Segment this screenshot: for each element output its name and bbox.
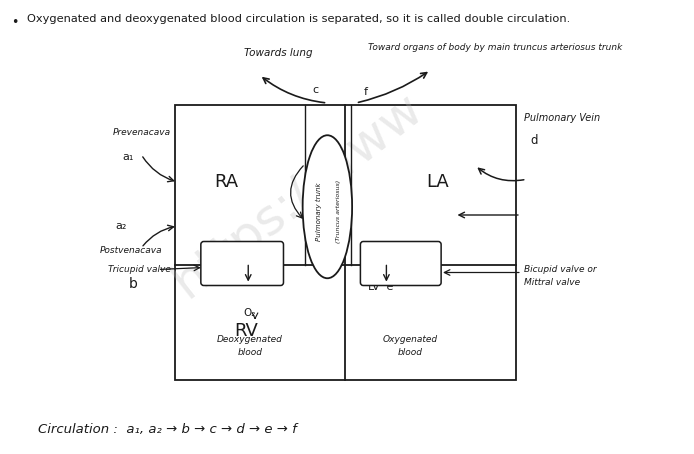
Text: Tricupid valve: Tricupid valve — [108, 265, 171, 274]
Text: Prevenacava: Prevenacava — [112, 128, 171, 137]
Text: Circulation :  a₁, a₂ → b → c → d → e → f: Circulation : a₁, a₂ → b → c → d → e → f — [38, 424, 297, 436]
Text: Pulmonary Vein: Pulmonary Vein — [524, 113, 600, 123]
Text: Toward organs of body by main truncus arteriosus trunk: Toward organs of body by main truncus ar… — [368, 43, 622, 52]
Text: Pulmonary trunk: Pulmonary trunk — [316, 183, 321, 241]
Text: Oxygenated and deoxygenated blood circulation is separated, so it is called doub: Oxygenated and deoxygenated blood circul… — [27, 14, 570, 24]
Text: a₂: a₂ — [115, 221, 127, 231]
Text: https://www: https://www — [164, 83, 432, 307]
Text: c: c — [313, 85, 319, 95]
FancyBboxPatch shape — [360, 242, 441, 286]
Text: Towards lung: Towards lung — [244, 48, 313, 58]
Text: f: f — [363, 87, 367, 97]
Text: e: e — [383, 281, 393, 291]
FancyBboxPatch shape — [201, 242, 283, 286]
Text: blood: blood — [398, 348, 423, 357]
Text: blood: blood — [237, 348, 262, 357]
Bar — [175, 105, 516, 380]
Text: Bicupid valve or: Bicupid valve or — [524, 265, 596, 274]
Text: Postvenacava: Postvenacava — [100, 246, 162, 255]
Text: Mittral valve: Mittral valve — [524, 278, 580, 287]
Text: LV: LV — [368, 281, 380, 291]
Ellipse shape — [303, 135, 352, 278]
Text: b: b — [129, 277, 137, 291]
Text: RV: RV — [235, 321, 258, 340]
Text: RA: RA — [214, 173, 238, 191]
Text: LA: LA — [426, 173, 449, 191]
Text: •: • — [12, 16, 19, 29]
Text: d: d — [530, 133, 538, 147]
Text: O₂: O₂ — [244, 307, 256, 317]
Text: a₁: a₁ — [122, 152, 133, 162]
Text: (Truncus arteriosus): (Truncus arteriosus) — [336, 180, 341, 243]
Text: Deoxygenated: Deoxygenated — [217, 335, 283, 344]
Text: Oxygenated: Oxygenated — [382, 335, 438, 344]
